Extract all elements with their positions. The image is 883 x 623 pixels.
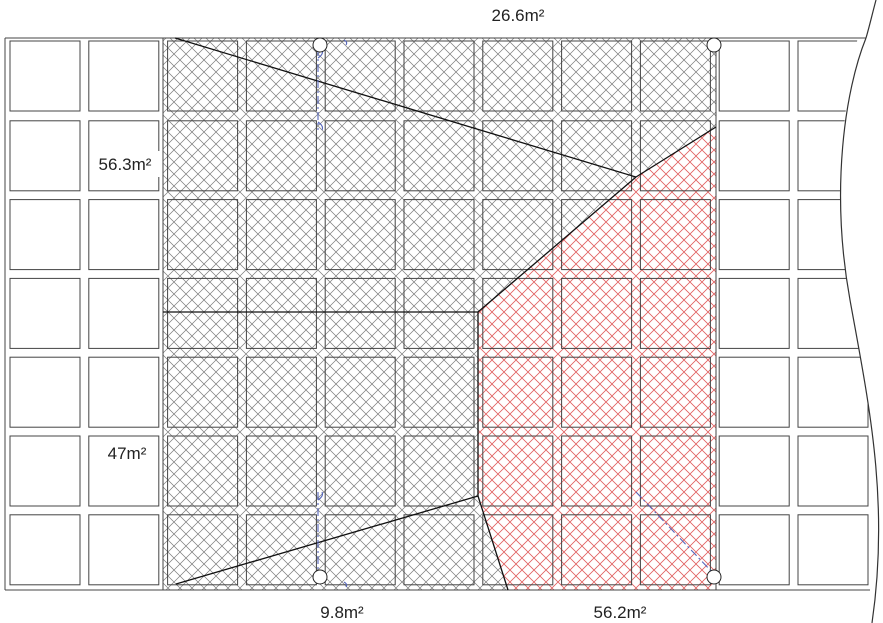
- grid-cell: [639, 120, 711, 192]
- grid-cell: [167, 435, 239, 507]
- grid-cell: [797, 120, 869, 192]
- grid-cell: [167, 514, 239, 586]
- grid-cell: [403, 277, 475, 349]
- grid-cell: [718, 277, 790, 349]
- grid-cell: [403, 199, 475, 271]
- grid-cell: [718, 514, 790, 586]
- grid-cell: [88, 277, 160, 349]
- grid-cell: [403, 514, 475, 586]
- grid-cell: [245, 277, 317, 349]
- label-bg-left-upper: [90, 151, 160, 177]
- break-line-top: [865, 0, 877, 39]
- grid-cell: [9, 120, 81, 192]
- grid-cell: [482, 199, 554, 271]
- curved-break-line-icon: [840, 37, 880, 623]
- area-label-left-lower: 47m²: [108, 444, 147, 463]
- grid-cell: [482, 514, 554, 586]
- grid-cell: [639, 356, 711, 428]
- grid-cell: [639, 277, 711, 349]
- grid-cell: [88, 435, 160, 507]
- dimension-lines: [317, 39, 713, 588]
- grid-cell: [718, 356, 790, 428]
- grid-cell: [245, 356, 317, 428]
- grid-cell: [561, 514, 633, 586]
- grid-cell: [403, 356, 475, 428]
- grid-cell: [561, 356, 633, 428]
- grid-cell: [167, 277, 239, 349]
- area-label-bottom-right: 56.2m²: [594, 603, 647, 622]
- grid-cell: [718, 435, 790, 507]
- grid-cell: [561, 435, 633, 507]
- grid-cell: [797, 40, 869, 112]
- area-label-top: 26.6m²: [492, 6, 545, 25]
- grid-cell: [245, 435, 317, 507]
- grid-cell: [718, 120, 790, 192]
- grid-cell: [324, 40, 396, 112]
- grid-cell: [797, 514, 869, 586]
- grid-cell: [324, 120, 396, 192]
- grid-cell: [167, 120, 239, 192]
- circle-marker-icon: [706, 37, 722, 53]
- circle-marker-icon: [706, 569, 722, 585]
- grid-cell: [482, 435, 554, 507]
- grid-cell: [403, 435, 475, 507]
- grid-cell: [639, 514, 711, 586]
- grid-cell: [88, 199, 160, 271]
- grid-cell: [9, 514, 81, 586]
- grid-cell: [324, 199, 396, 271]
- grid-cell: [245, 120, 317, 192]
- grid-cell: [88, 514, 160, 586]
- grid-cell: [88, 40, 160, 112]
- grid-cell: [9, 356, 81, 428]
- cell-grid: [9, 40, 869, 586]
- grid-cell: [167, 356, 239, 428]
- grid-cell: [639, 40, 711, 112]
- grid-cell: [561, 199, 633, 271]
- circle-marker-icon: [312, 37, 328, 53]
- grid-cell: [403, 40, 475, 112]
- grid-cell: [561, 40, 633, 112]
- grid-cell: [482, 40, 554, 112]
- grid-cell: [797, 435, 869, 507]
- grid-cell: [245, 514, 317, 586]
- circle-marker-icon: [312, 569, 328, 585]
- frame-lines: [4, 37, 870, 591]
- grid-cell: [639, 199, 711, 271]
- grid-cell: [88, 356, 160, 428]
- grid-cell: [718, 199, 790, 271]
- grid-cell: [718, 40, 790, 112]
- grid-cell: [561, 120, 633, 192]
- area-label-bottom-left: 9.8m²: [320, 603, 364, 622]
- grid-cell: [639, 435, 711, 507]
- grid-cell: [482, 356, 554, 428]
- grid-cell: [245, 40, 317, 112]
- grid-cell: [561, 277, 633, 349]
- grid-cell: [9, 277, 81, 349]
- hatched-zone-red-pattern: [478, 127, 716, 590]
- grid-cell: [245, 199, 317, 271]
- grid-cell: [324, 514, 396, 586]
- grid-cell: [324, 277, 396, 349]
- grid-cell: [403, 120, 475, 192]
- grid-cell: [167, 199, 239, 271]
- grid-cell: [9, 199, 81, 271]
- grid-cell: [797, 356, 869, 428]
- grid-cell: [482, 120, 554, 192]
- area-boundaries: [163, 37, 717, 591]
- area-label-left-upper: 56.3m²: [99, 155, 152, 174]
- grid-cell: [167, 40, 239, 112]
- grid-cell: [9, 435, 81, 507]
- label-bg-left-lower: [98, 440, 156, 466]
- grid-cell: [9, 40, 81, 112]
- grid-cell: [324, 356, 396, 428]
- grid-cell: [324, 435, 396, 507]
- grid-cell: [797, 199, 869, 271]
